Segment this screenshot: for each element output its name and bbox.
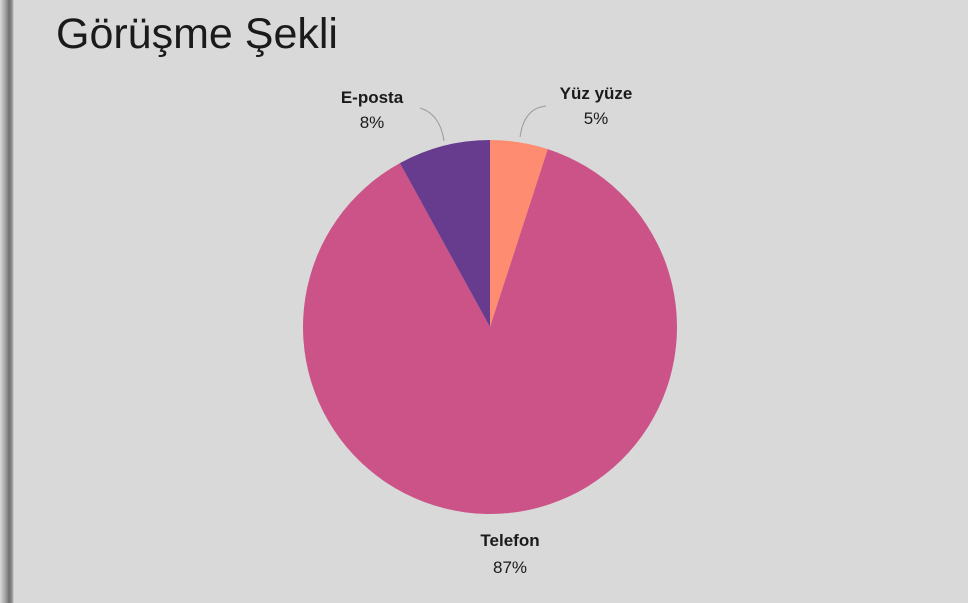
slice-label-name: Yüz yüze: [560, 84, 633, 103]
slice-labels: Yüz yüze 5% Telefon 87% E-posta 8%: [341, 84, 633, 577]
chart-title: Görüşme Şekli: [56, 10, 338, 58]
pie-slices: [303, 140, 678, 514]
slice-label-name: Telefon: [480, 531, 539, 550]
leader-line: [519, 105, 547, 138]
leader-line: [419, 107, 445, 142]
slide-left-edge: [0, 0, 14, 603]
slice-label-value: 5%: [584, 109, 609, 128]
slice-label-name: E-posta: [341, 88, 404, 107]
pie-slice-yüz-yüze: [490, 140, 548, 327]
pie-slice-e-posta: [399, 140, 490, 327]
pie-chart: Yüz yüze 5% Telefon 87% E-posta 8%: [303, 84, 678, 577]
pie-slice-telefon: [303, 149, 678, 514]
slice-label-value: 87%: [493, 558, 527, 577]
chart-slide: Görüşme Şekli Yüz yüze 5% Telefon 87% E-post…: [14, 0, 968, 603]
slice-label-value: 8%: [360, 113, 385, 132]
leader-lines: [419, 105, 547, 142]
